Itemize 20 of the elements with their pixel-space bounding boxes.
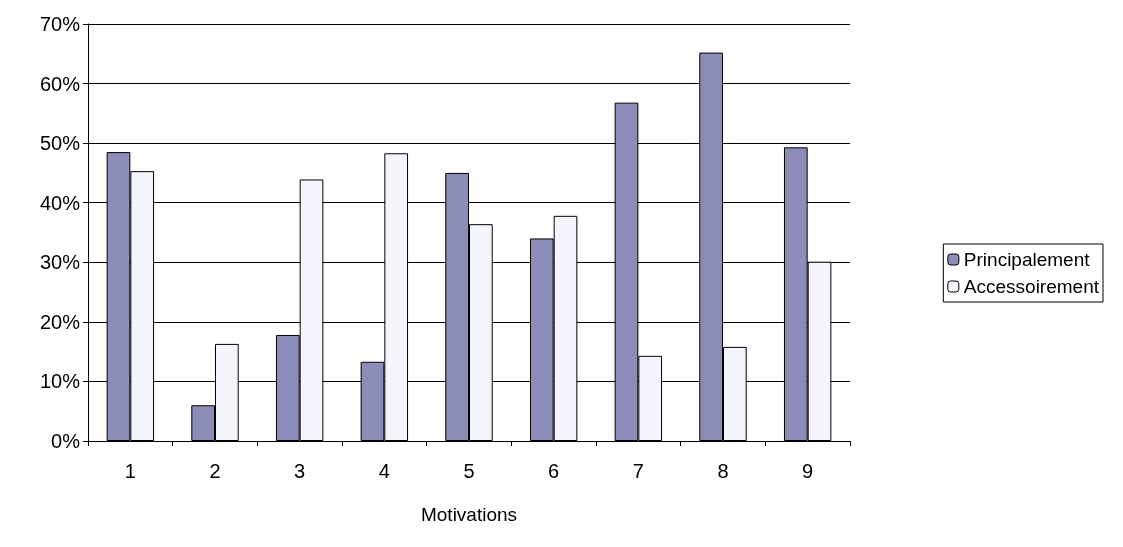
x-tick-label: 4 [378,460,390,482]
x-tick-label: 1 [124,460,136,482]
y-tick-label: 10% [39,370,81,393]
legend-label: Principalement [963,249,1091,270]
y-tick-label: 40% [39,191,81,214]
y-tick-label: 30% [39,251,81,274]
y-tick-label: 60% [39,72,81,95]
x-tick-label: 3 [294,460,306,482]
x-tick-label: 2 [209,460,221,482]
y-tick-label: 0% [51,430,81,452]
x-tick-label: 9 [802,460,814,482]
x-tick-label: 8 [717,460,729,482]
x-tick-label: 6 [548,460,560,482]
y-tick-label: 50% [39,132,81,155]
x-tick-label: 5 [463,460,475,482]
y-tick-label: 20% [39,310,81,333]
x-axis-title: Motivations [420,504,518,525]
x-tick-label: 7 [632,460,644,482]
legend-label: Accessoirement [963,276,1100,297]
y-tick-label: 70% [39,13,81,35]
